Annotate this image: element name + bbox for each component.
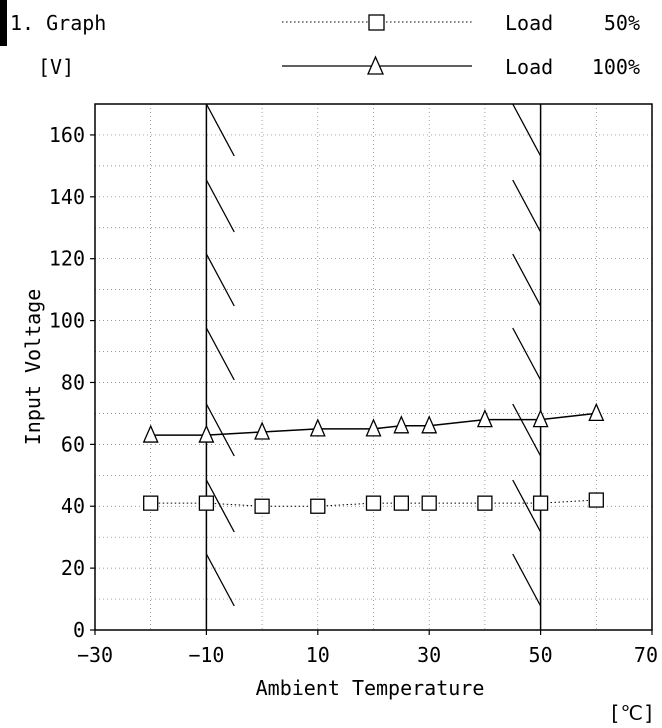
grid [95, 104, 652, 630]
hatch-stroke [205, 553, 235, 607]
data-point-triangle [476, 408, 493, 428]
data-point-triangle [365, 418, 382, 437]
series [142, 402, 605, 514]
series-line-load-50 [150, 499, 597, 507]
legend: Load 50% Load 100% [282, 11, 640, 79]
data-point-triangle [198, 424, 215, 443]
legend-marker-triangle [367, 55, 384, 75]
hatch-stroke [512, 553, 542, 607]
hatch-stroke [512, 103, 542, 157]
x-tick-label: 50 [529, 643, 553, 667]
hatched-regions [205, 103, 542, 630]
x-tick-label: −10 [188, 643, 224, 667]
y-tick-label: 0 [73, 618, 85, 642]
hatch-stroke [512, 479, 542, 533]
plot-frame [94, 103, 653, 631]
data-point-triangle [254, 421, 271, 440]
hatch-stroke [512, 179, 542, 233]
hatch-stroke [512, 403, 542, 457]
data-point-square [198, 495, 215, 511]
x-axis-unit: [℃] [608, 701, 655, 725]
data-point-triangle [393, 415, 410, 434]
data-point-triangle [532, 408, 549, 428]
y-tick-label: 120 [49, 247, 85, 271]
graph-title: 1. Graph [10, 11, 106, 35]
axes: 0 20 40 60 80 100 120 140 160 −30 −10 10 30 50 70 [49, 123, 658, 667]
hatch-stroke [205, 479, 235, 533]
legend-value-load-50: 50% [604, 11, 640, 35]
y-tick-label: 80 [61, 370, 85, 394]
edge-bar [0, 0, 7, 46]
hatch-stroke [205, 403, 235, 457]
y-tick-label: 100 [49, 309, 85, 333]
data-point-square [393, 495, 410, 511]
x-axis-title: Ambient Temperature [256, 676, 485, 700]
y-unit-label: [V] [38, 55, 74, 79]
y-tick-label: 140 [49, 185, 85, 209]
series-line-load-100 [150, 412, 597, 436]
data-point-triangle [421, 415, 438, 434]
data-point-square [477, 495, 493, 511]
legend-marker-square [368, 14, 385, 31]
y-tick-label: 20 [61, 556, 85, 580]
hatch-stroke [205, 103, 235, 157]
y-tick-label: 60 [61, 432, 85, 456]
data-point-square [365, 495, 382, 511]
data-point-square [143, 495, 159, 511]
data-point-triangle [142, 424, 159, 443]
data-point-square [421, 495, 437, 511]
x-tick-label: 10 [306, 643, 330, 667]
hatch-stroke [512, 253, 542, 307]
hatch-stroke [205, 253, 235, 307]
hatch-stroke [205, 327, 235, 381]
legend-label-load-100: Load [505, 55, 553, 79]
hatch-stroke [512, 327, 542, 381]
data-point-square [588, 492, 604, 508]
x-tick-label: 70 [634, 643, 658, 667]
legend-label-load-50: Load [505, 11, 553, 35]
legend-value-load-100: 100% [592, 55, 640, 79]
data-point-triangle [309, 418, 326, 437]
x-tick-label: −30 [77, 643, 113, 667]
hatch-stroke [205, 179, 235, 233]
y-tick-label: 40 [61, 494, 85, 518]
y-tick-label: 160 [49, 123, 85, 147]
y-axis-title: Input Voltage [21, 289, 45, 446]
data-point-square [310, 498, 326, 514]
data-point-square [532, 495, 549, 511]
x-tick-label: 30 [417, 643, 441, 667]
data-point-triangle [588, 402, 605, 422]
data-point-square [254, 498, 270, 514]
